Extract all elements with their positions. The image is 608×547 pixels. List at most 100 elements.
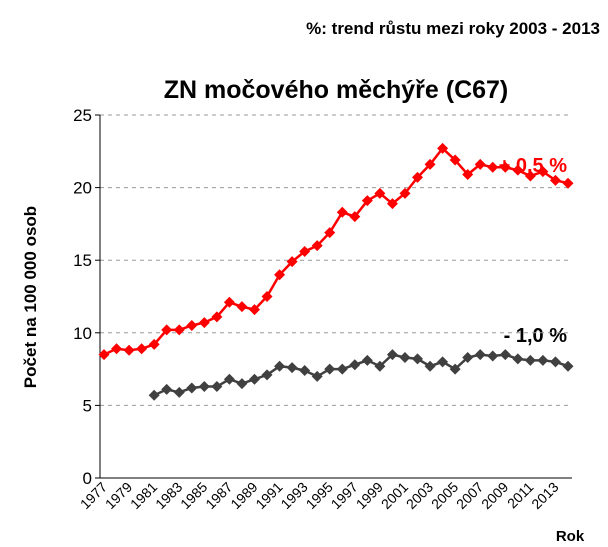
point [399,351,411,363]
point [386,349,398,361]
point [462,169,474,181]
point [223,296,235,308]
x-tick-label: 2003 [403,479,436,512]
point [299,365,311,377]
point [123,344,135,356]
point [361,354,373,366]
point [562,360,574,372]
x-tick-label: 2013 [528,479,561,512]
point [412,353,424,365]
series-line [103,146,569,356]
point [173,386,185,398]
point [236,301,248,313]
point [499,349,511,361]
y-tick-label: 10 [73,324,92,343]
point [349,359,361,371]
point [386,198,398,210]
point [111,343,123,355]
y-tick-label: 15 [73,251,92,270]
point [512,164,524,176]
annotation: - 1,0 % [504,325,568,347]
point [261,369,273,381]
point [274,360,286,372]
point [549,356,561,368]
point [349,211,361,223]
x-tick-label: 2005 [428,479,461,512]
point [462,351,474,363]
point [361,195,373,207]
point [211,311,223,323]
point [198,317,210,329]
point [524,354,536,366]
x-tick-label: 1991 [252,479,285,512]
y-tick-label: 25 [73,106,92,125]
point [412,171,424,183]
point [186,382,198,394]
point [499,161,511,173]
chart-title: ZN močového měchýře (C67) [164,76,509,104]
point [148,389,160,401]
point [198,381,210,393]
x-tick-label: 2009 [478,479,511,512]
point [311,370,323,382]
point [211,381,223,393]
point [248,304,260,316]
point [261,291,273,302]
x-tick-label: 1979 [102,479,135,512]
point [324,227,336,239]
point [186,320,198,332]
x-tick-label: 1987 [202,479,235,512]
point [236,378,248,390]
x-tick-label: 2011 [504,479,537,512]
point [161,324,173,336]
y-tick-label: 5 [83,396,92,415]
point [248,373,260,385]
point [424,158,436,170]
x-axis-label: Rok [556,528,585,545]
point [336,206,348,218]
y-tick-label: 20 [73,179,92,198]
point [399,187,411,199]
point [274,269,286,281]
point [324,363,336,375]
x-tick-label: 1995 [303,479,336,512]
point [374,360,386,372]
point [98,349,110,361]
point [223,373,235,385]
series-line [153,353,569,397]
x-tick-label: 1981 [127,479,160,512]
x-tick-label: 2001 [378,479,411,512]
x-tick-label: 2007 [453,479,486,512]
x-tick-label: 1997 [328,479,361,512]
point [424,360,436,372]
point [136,343,148,355]
point [562,177,574,189]
y-tick-label: 0 [83,469,92,488]
point [537,354,549,366]
point [374,187,386,199]
point [148,338,160,350]
chart-subtitle: %: trend růstu mezi roky 2003 - 2013 [306,19,600,38]
x-tick-label: 1993 [277,479,310,512]
point [173,324,185,336]
point [474,349,486,361]
point [161,383,173,395]
point [437,142,449,154]
point [487,350,499,362]
point [512,353,524,365]
x-tick-label: 1983 [152,479,185,512]
point [487,161,499,173]
point [449,363,461,375]
x-tick-label: 1999 [353,479,386,512]
point [524,170,536,182]
point [299,245,311,257]
point [449,154,461,166]
point [437,356,449,368]
x-tick-label: 1989 [227,479,260,512]
point [537,166,549,178]
point [549,174,561,186]
point [474,158,486,170]
point [336,363,348,375]
point [286,362,298,374]
